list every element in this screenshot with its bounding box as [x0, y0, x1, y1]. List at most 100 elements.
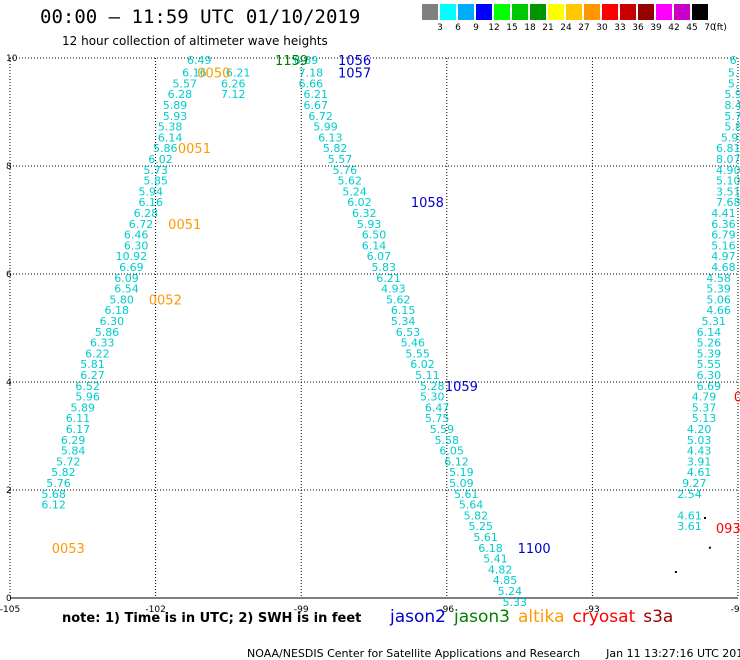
time-label: 0052 — [149, 293, 182, 308]
wave-height-jason2: 6.72 — [308, 110, 333, 123]
wave-height-jason2: 5.30 — [420, 391, 445, 404]
land-speck — [708, 546, 711, 549]
y-tick-label: 2 — [6, 486, 12, 496]
wave-height-s3a: 7.68 — [716, 196, 740, 209]
wave-height-jason2: 5.99 — [313, 121, 338, 134]
wave-height-altika: 6.69 — [119, 261, 144, 274]
wave-height-jason2: 4.85 — [493, 574, 518, 587]
wave-height-s3a: 5.7 — [724, 110, 740, 123]
color-scale-label: 6 — [455, 23, 461, 33]
wave-height-altika: 6.16 — [182, 67, 207, 80]
color-swatch — [476, 4, 492, 20]
color-scale-label: 18 — [524, 23, 536, 33]
wave-height-jason2: 6.14 — [362, 239, 387, 252]
wave-height-altika: 5.89 — [71, 401, 96, 414]
credit-text: NOAA/NESDIS Center for Satellite Applica… — [247, 647, 581, 660]
wave-height-jason2: 6.21 — [304, 88, 329, 101]
wave-height-altika: 10.92 — [116, 250, 148, 263]
wave-height-jason2: 4.93 — [381, 283, 406, 296]
color-swatch — [620, 4, 636, 20]
wave-height-jason3: 6.21 — [226, 67, 251, 80]
wave-height-jason2: 6.07 — [367, 250, 392, 263]
wave-height-jason2: 5.34 — [391, 315, 416, 328]
wave-height-jason2: 6.67 — [304, 99, 329, 112]
color-swatch — [656, 4, 672, 20]
wave-height-altika: 5.85 — [143, 175, 168, 188]
wave-height-altika: 6.18 — [105, 304, 130, 317]
wave-height-s3a: 4.61 — [687, 466, 712, 479]
wave-height-jason2: 6.02 — [347, 196, 372, 209]
color-swatch — [530, 4, 546, 20]
legend-altika: altika — [518, 607, 565, 627]
wave-height-s3a: 2.54 — [677, 488, 702, 501]
color-scale-label: 30 — [596, 23, 608, 33]
wave-height-jason2: 5.41 — [483, 553, 508, 566]
wave-height-jason2: 6.47 — [425, 401, 450, 414]
wave-height-altika: 6.29 — [61, 434, 86, 447]
wave-height-altika: 5.96 — [75, 391, 100, 404]
wave-height-altika: 5.73 — [143, 164, 168, 177]
color-swatch — [638, 4, 654, 20]
wave-height-altika: 6.30 — [100, 315, 125, 328]
wave-height-altika: 5.76 — [46, 477, 71, 490]
color-swatch — [458, 4, 474, 20]
color-swatch — [440, 4, 456, 20]
wave-height-altika: 6.12 — [41, 499, 66, 512]
time-label: 1056 — [338, 54, 371, 69]
x-tick-label: -102 — [145, 605, 165, 615]
wave-height-s3a: 3.61 — [677, 520, 702, 533]
y-tick-label: 0 — [6, 594, 12, 604]
wave-height-s3a: 4.61 — [677, 509, 702, 522]
wave-height-s3a: 5. — [728, 67, 739, 80]
wave-height-jason2: 5.83 — [371, 261, 396, 274]
wave-height-s3a: 5.92 — [721, 131, 740, 144]
wave-height-altika: 6.72 — [129, 218, 154, 231]
wave-height-altika: 6.54 — [114, 283, 139, 296]
wave-height-s3a: 5.10 — [716, 175, 740, 188]
wave-height-s3a: 5.39 — [697, 347, 722, 360]
wave-height-s3a: 5.06 — [706, 293, 731, 306]
color-scale-label: 3 — [437, 23, 443, 33]
wave-height-jason2: 5.24 — [342, 185, 367, 198]
time-label: 1058 — [411, 196, 444, 211]
wave-height-s3a: 5. — [728, 77, 739, 90]
wave-height-s3a: 3.51 — [716, 185, 740, 198]
wave-height-altika: 6.27 — [80, 369, 105, 382]
wave-height-jason2: 5.11 — [415, 369, 440, 382]
time-label: 1059 — [445, 380, 478, 395]
color-swatch — [602, 4, 618, 20]
wave-height-jason2: 5.62 — [386, 293, 411, 306]
wave-height-s3a: 4.58 — [706, 272, 731, 285]
wave-height-jason2: 5.82 — [464, 509, 489, 522]
wave-height-jason2: 5.46 — [401, 337, 426, 350]
legend-jason3: jason3 — [454, 607, 510, 627]
wave-height-altika: 5.93 — [163, 110, 188, 123]
time-label: 1100 — [518, 542, 551, 557]
color-swatch — [422, 4, 438, 20]
time-label: 0051 — [178, 142, 211, 157]
x-tick-label: -93 — [585, 605, 600, 615]
wave-height-s3a: 9.27 — [682, 477, 707, 490]
wave-height-altika: 6.28 — [134, 207, 159, 220]
wave-height-jason2: 6.05 — [439, 445, 464, 458]
wave-height-jason2: 5.09 — [449, 477, 474, 490]
wave-height-altika: 6.11 — [66, 412, 91, 425]
wave-height-s3a: 5.03 — [687, 434, 712, 447]
chart-subtitle: 12 hour collection of altimeter wave hei… — [62, 34, 328, 48]
time-label: 0053 — [52, 542, 85, 557]
wave-height-s3a: 6.14 — [697, 326, 722, 339]
wave-height-s3a: 6.36 — [711, 218, 736, 231]
legend-s3a: s3a — [643, 607, 674, 627]
color-swatch — [584, 4, 600, 20]
wave-height-s3a: 6.81 — [716, 142, 740, 155]
chart-title: 00:00 — 11:59 UTC 01/10/2019 — [40, 6, 361, 28]
color-scale-label: 27 — [578, 23, 590, 33]
wave-height-jason3: 7.12 — [221, 88, 246, 101]
y-tick-label: 10 — [6, 54, 18, 64]
color-swatch — [548, 4, 564, 20]
color-scale-label: 33 — [614, 23, 626, 33]
wave-height-s3a: 8.4 — [724, 99, 740, 112]
wave-height-jason2: 5.19 — [449, 466, 474, 479]
wave-height-s3a: 3.91 — [687, 455, 712, 468]
